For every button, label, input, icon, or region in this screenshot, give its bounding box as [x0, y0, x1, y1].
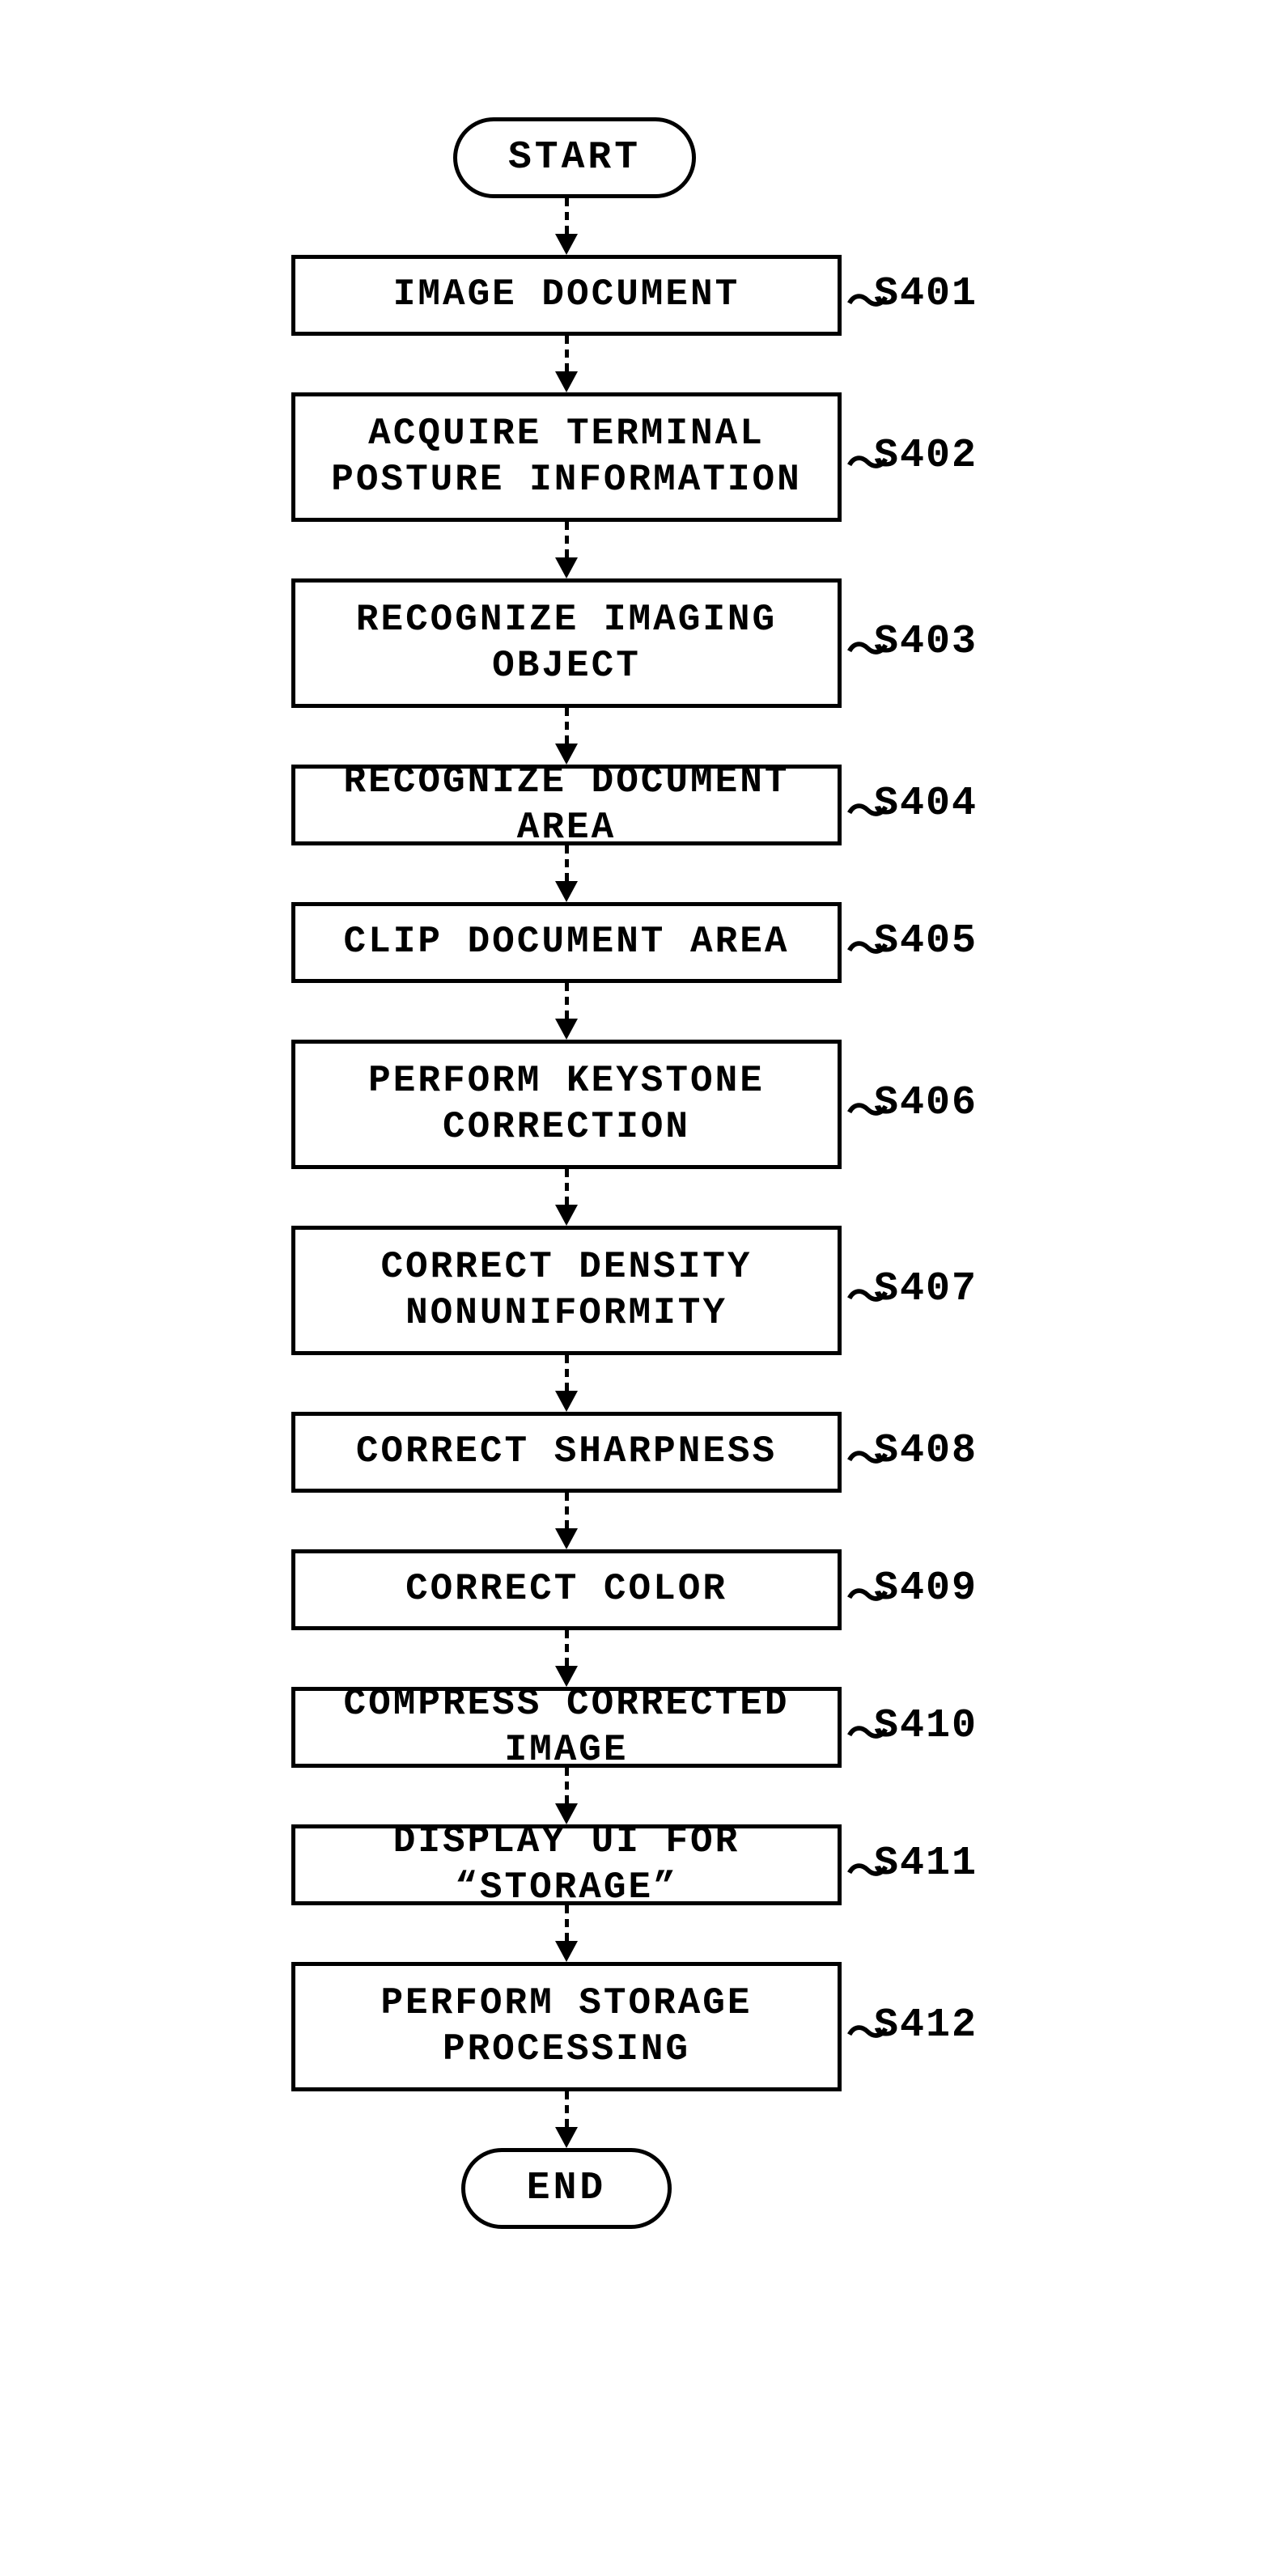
flow-arrow-head [555, 1528, 578, 1549]
process-step: CORRECT COLOR [291, 1549, 842, 1630]
step-id-label: S404 [874, 781, 978, 827]
flow-arrow-head [555, 1941, 578, 1962]
step-id-label: S412 [874, 2002, 978, 2049]
flow-arrow-line [565, 336, 569, 371]
process-step: DISPLAY UI FOR “STORAGE” [291, 1824, 842, 1905]
flow-arrow-line [565, 1630, 569, 1666]
step-id-label: S410 [874, 1703, 978, 1749]
process-step-label: DISPLAY UI FOR “STORAGE” [312, 1819, 821, 1912]
process-step: CORRECT DENSITY NONUNIFORMITY [291, 1226, 842, 1355]
process-step: RECOGNIZE DOCUMENT AREA [291, 765, 842, 845]
process-step-label: CORRECT COLOR [405, 1566, 727, 1613]
start-label: START [508, 136, 641, 180]
step-id-label: S409 [874, 1566, 978, 1612]
process-step-label: IMAGE DOCUMENT [393, 272, 740, 319]
flow-arrow-head [555, 1205, 578, 1226]
flow-arrow-line [565, 522, 569, 557]
process-step-label: RECOGNIZE DOCUMENT AREA [312, 759, 821, 852]
end-terminator: END [461, 2148, 672, 2229]
flowchart-canvas: STARTIMAGE DOCUMENT〜S401ACQUIRE TERMINAL… [0, 0, 1281, 2576]
step-id-label: S406 [874, 1080, 978, 1126]
flow-arrow-line [565, 1169, 569, 1205]
process-step: PERFORM STORAGE PROCESSING [291, 1962, 842, 2091]
process-step: CORRECT SHARPNESS [291, 1412, 842, 1493]
process-step-label: COMPRESS CORRECTED IMAGE [312, 1681, 821, 1774]
process-step: ACQUIRE TERMINAL POSTURE INFORMATION [291, 392, 842, 522]
step-id-label: S411 [874, 1841, 978, 1887]
flow-arrow-line [565, 1768, 569, 1803]
step-id-label: S407 [874, 1266, 978, 1312]
flow-arrow-line [565, 2091, 569, 2127]
step-id-label: S405 [874, 918, 978, 964]
step-id-label: S402 [874, 433, 978, 479]
step-id-label: S401 [874, 271, 978, 317]
flow-arrow-line [565, 845, 569, 881]
process-step: PERFORM KEYSTONE CORRECTION [291, 1040, 842, 1169]
process-step: RECOGNIZE IMAGING OBJECT [291, 578, 842, 708]
process-step-label: PERFORM STORAGE PROCESSING [380, 1981, 752, 2074]
process-step-label: PERFORM KEYSTONE CORRECTION [368, 1058, 765, 1151]
process-step-label: RECOGNIZE IMAGING OBJECT [356, 597, 777, 690]
process-step-label: CLIP DOCUMENT AREA [344, 919, 790, 966]
flow-arrow-line [565, 198, 569, 234]
process-step: IMAGE DOCUMENT [291, 255, 842, 336]
flow-arrow-line [565, 1493, 569, 1528]
flow-arrow-head [555, 234, 578, 255]
flow-arrow-line [565, 1905, 569, 1941]
flow-arrow-line [565, 708, 569, 744]
flow-arrow-head [555, 557, 578, 578]
flow-arrow-line [565, 983, 569, 1019]
process-step-label: CORRECT SHARPNESS [356, 1429, 777, 1476]
process-step: CLIP DOCUMENT AREA [291, 902, 842, 983]
step-id-label: S408 [874, 1428, 978, 1474]
flow-arrow-head [555, 881, 578, 902]
end-label: END [527, 2167, 606, 2210]
start-terminator: START [453, 117, 696, 198]
flow-arrow-line [565, 1355, 569, 1391]
process-step: COMPRESS CORRECTED IMAGE [291, 1687, 842, 1768]
process-step-label: ACQUIRE TERMINAL POSTURE INFORMATION [331, 411, 802, 504]
flow-arrow-head [555, 1391, 578, 1412]
process-step-label: CORRECT DENSITY NONUNIFORMITY [380, 1244, 752, 1337]
flow-arrow-head [555, 2127, 578, 2148]
step-id-label: S403 [874, 619, 978, 665]
flow-arrow-head [555, 1019, 578, 1040]
flow-arrow-head [555, 371, 578, 392]
